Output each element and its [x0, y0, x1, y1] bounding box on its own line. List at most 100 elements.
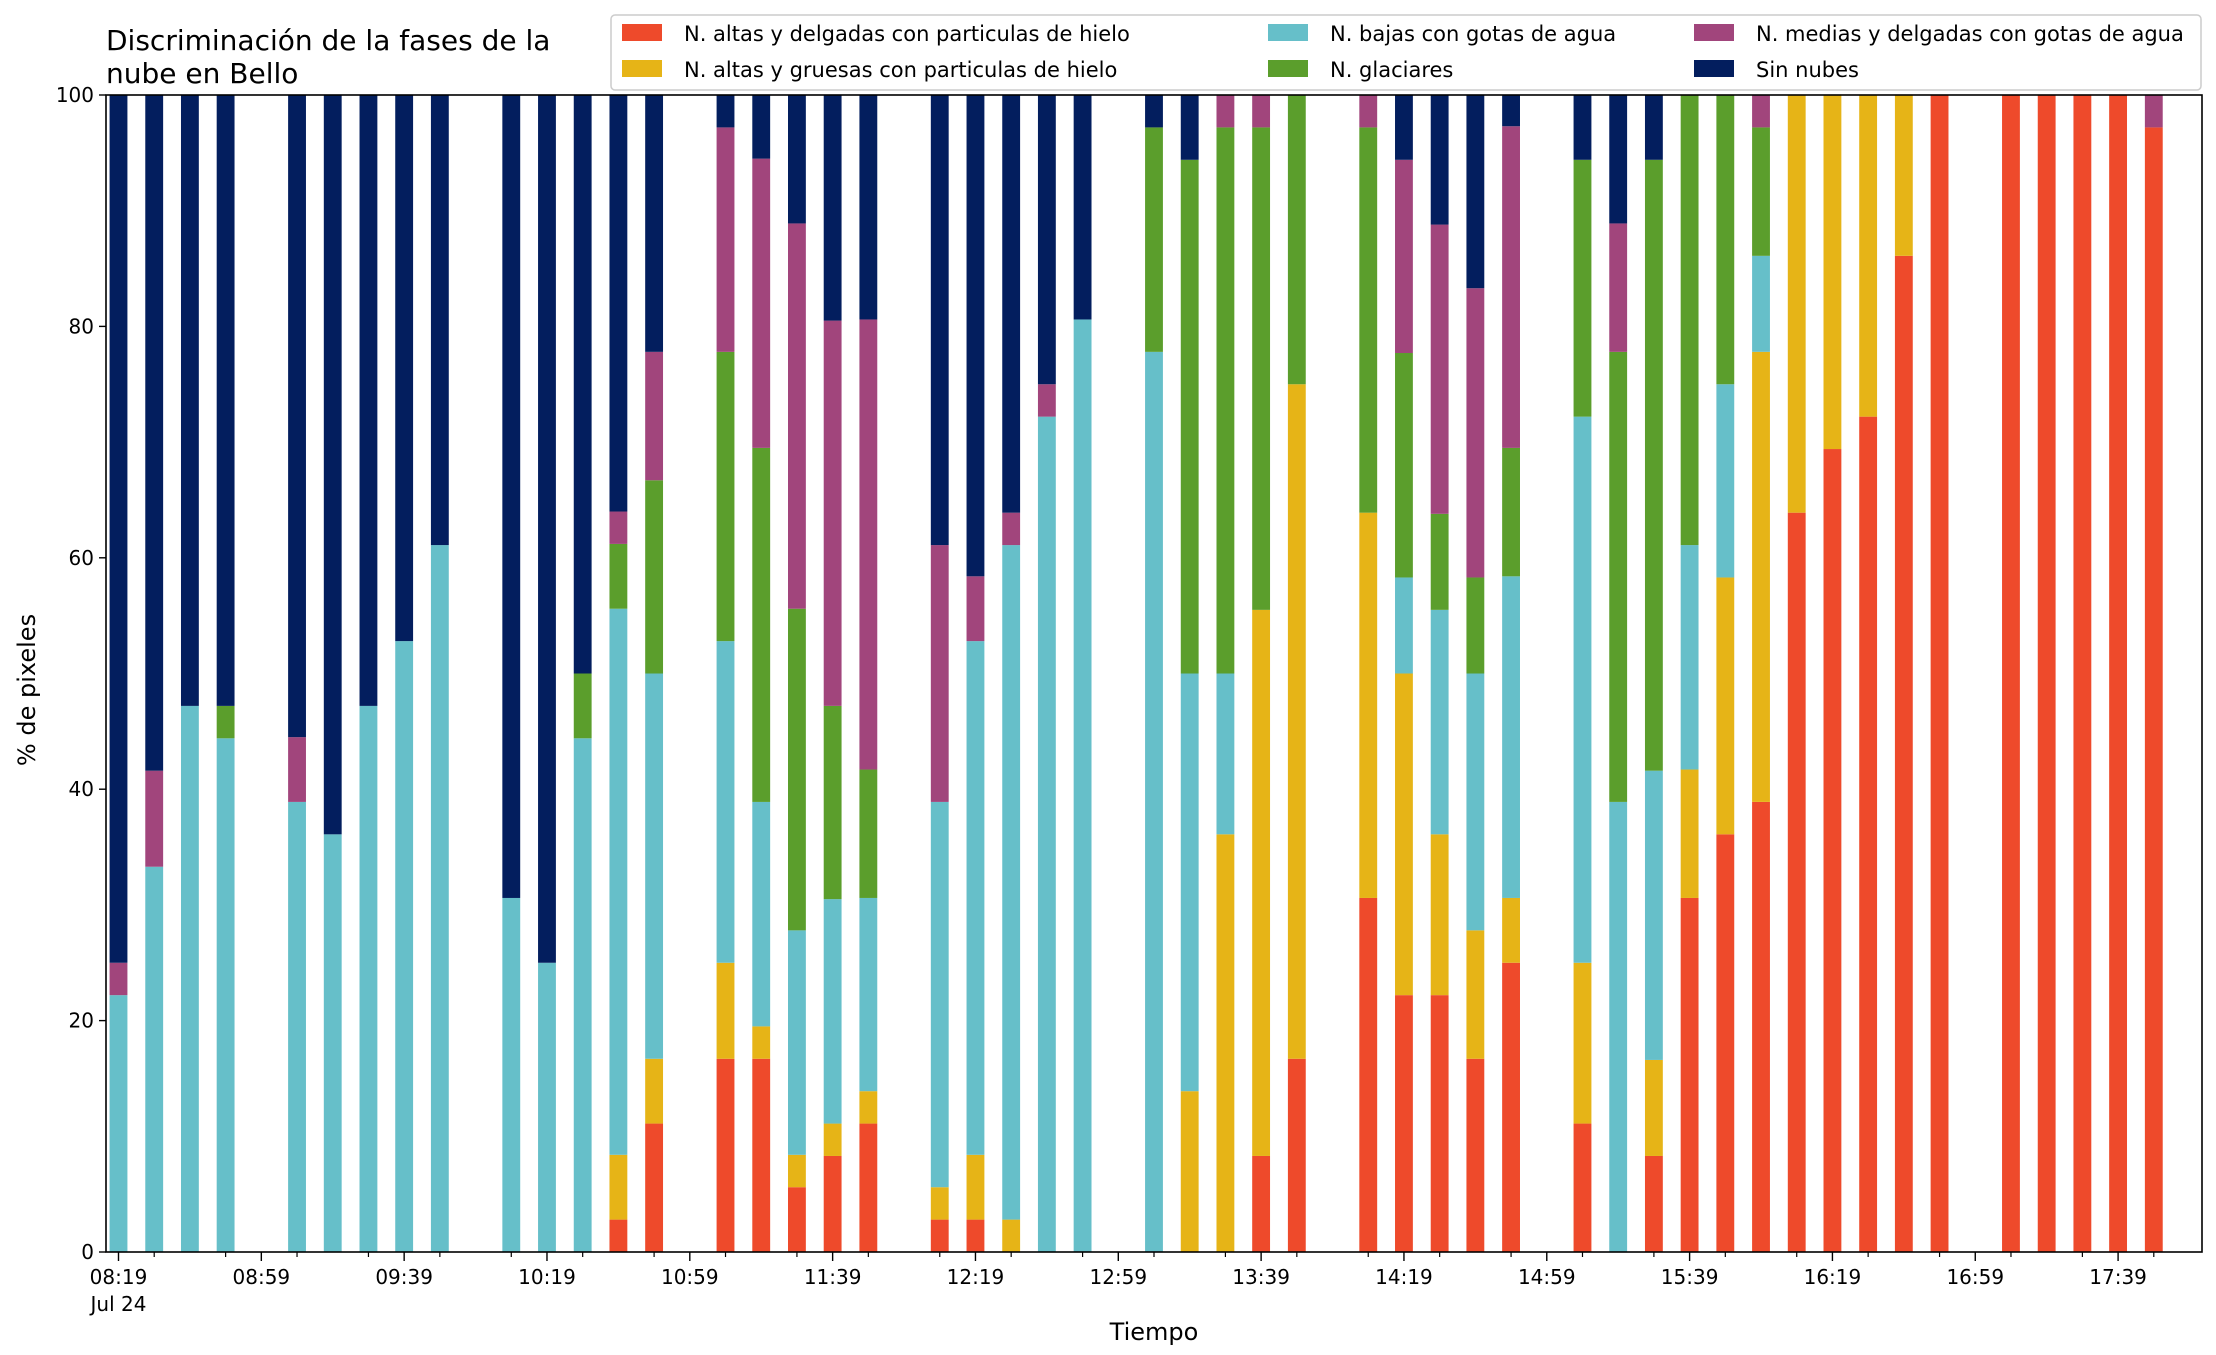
bar-segment-altas_delgadas	[1395, 995, 1413, 1252]
x-tick-label: 10:59	[661, 1265, 719, 1289]
legend-label-bajas: N. bajas con gotas de agua	[1330, 22, 1616, 46]
bar-segment-bajas	[1216, 673, 1235, 835]
bar-segment-altas_delgadas	[752, 1058, 771, 1252]
bar-segment-bajas	[1502, 576, 1520, 898]
chart-title-line2: nube en Bello	[106, 57, 298, 90]
bar-segment-glaciares	[859, 769, 878, 898]
bar-segment-glaciares	[1573, 159, 1592, 417]
bar-segment-altas_delgadas	[716, 1058, 735, 1252]
bar-segment-sin_nubes	[359, 95, 378, 706]
bar-segment-sin_nubes	[1430, 95, 1449, 225]
y-tick-label: 100	[56, 83, 94, 107]
y-tick-label: 60	[69, 546, 94, 570]
bar-segment-altas_gruesas	[1466, 930, 1485, 1059]
bar-segment-medias	[1359, 95, 1378, 128]
bar-segment-sin_nubes	[716, 95, 735, 128]
bar-segment-altas_delgadas	[1430, 995, 1449, 1252]
bar-segment-altas_delgadas	[2109, 95, 2128, 1252]
bar-segment-bajas	[1073, 319, 1092, 1253]
bar-segment-bajas	[966, 641, 985, 1155]
bar-segment-glaciares	[788, 608, 806, 931]
bar-segment-bajas	[930, 801, 949, 1188]
legend-swatch-sin_nubes	[1694, 60, 1734, 77]
x-tick-label: 10:19	[518, 1265, 576, 1289]
bar-segment-bajas	[823, 899, 842, 1124]
legend-label-glaciares: N. glaciares	[1330, 58, 1453, 82]
bar-segment-medias	[966, 576, 985, 642]
bar-segment-altas_gruesas	[609, 1154, 628, 1220]
x-tick-label: 12:59	[1089, 1265, 1147, 1289]
bar-segment-altas_gruesas	[1430, 834, 1449, 996]
bar-segment-sin_nubes	[538, 95, 556, 963]
bar-segment-glaciares	[1716, 95, 1735, 385]
x-tick-label: 13:39	[1232, 1265, 1290, 1289]
bar-segment-sin_nubes	[109, 95, 128, 963]
bar-segment-altas_delgadas	[1930, 95, 1949, 1252]
bar-segment-sin_nubes	[1180, 95, 1199, 160]
x-tick-label: 14:59	[1518, 1265, 1576, 1289]
y-axis-label: % de pixeles	[13, 614, 41, 766]
x-tick-label: 15:39	[1661, 1265, 1719, 1289]
bar-segment-sin_nubes	[1073, 95, 1092, 320]
bar-segment-sin_nubes	[323, 95, 342, 835]
bar-segment-medias	[2144, 95, 2163, 128]
y-tick-label: 20	[69, 1009, 94, 1033]
bar-segment-bajas	[1395, 577, 1413, 674]
bar-segment-medias	[752, 158, 771, 448]
bar-segment-medias	[109, 962, 128, 996]
legend-frame	[610, 14, 2202, 91]
legend-label-medias: N. medias y delgadas con gotas de agua	[1756, 22, 2184, 46]
bar-segment-altas_delgadas	[1573, 1123, 1592, 1252]
bar-segment-sin_nubes	[1002, 95, 1021, 513]
bar-segment-medias	[1252, 95, 1271, 128]
x-tick-label: 08:59	[233, 1265, 291, 1289]
bar-segment-altas_gruesas	[859, 1091, 878, 1124]
bar-segment-altas_gruesas	[716, 962, 735, 1059]
bar-segment-medias	[609, 511, 628, 544]
bar-segment-sin_nubes	[1145, 95, 1163, 128]
bar-segment-sin_nubes	[752, 95, 771, 159]
bar-segment-sin_nubes	[180, 95, 199, 706]
bar-segment-bajas	[359, 705, 378, 1252]
legend-swatch-bajas	[1268, 24, 1308, 41]
bar-segment-altas_delgadas	[1252, 1155, 1271, 1252]
x-tick-label: 12:19	[947, 1265, 1005, 1289]
bar-segment-altas_gruesas	[1716, 577, 1735, 835]
bar-segment-bajas	[288, 801, 306, 1252]
bar-segment-altas_gruesas	[1180, 1091, 1199, 1252]
bar-segment-glaciares	[716, 351, 735, 642]
bar-segment-bajas	[1680, 545, 1699, 770]
chart-title-line1: Discriminación de la fases de la	[106, 24, 550, 57]
bar-segment-altas_delgadas	[930, 1219, 949, 1252]
legend-label-altas_gruesas: N. altas y gruesas con particulas de hie…	[684, 58, 1117, 82]
bar-segment-glaciares	[752, 447, 771, 802]
bar-segment-altas_delgadas	[1752, 801, 1770, 1252]
y-tick-label: 0	[81, 1240, 94, 1264]
bar-segment-bajas	[716, 641, 735, 963]
x-date-label: Jul 24	[89, 1292, 147, 1316]
bar-segment-altas_gruesas	[1216, 834, 1235, 1252]
bar-segment-bajas	[1466, 673, 1485, 931]
bar-segment-altas_delgadas	[1644, 1155, 1663, 1252]
bar-segment-glaciares	[1145, 127, 1163, 352]
bar-segment-sin_nubes	[788, 95, 806, 224]
bar-segment-altas_delgadas	[1894, 255, 1913, 1252]
bar-segment-altas_delgadas	[645, 1123, 664, 1252]
bar-segment-glaciares	[1252, 127, 1271, 610]
bar-segment-sin_nubes	[609, 95, 628, 512]
bar-segment-altas_gruesas	[752, 1026, 771, 1059]
bar-segment-altas_delgadas	[609, 1219, 628, 1252]
bar-segment-bajas	[180, 705, 199, 1252]
x-tick-label: 08:19	[90, 1265, 148, 1289]
bar-segment-altas_delgadas	[1502, 962, 1520, 1252]
bar-segment-altas_gruesas	[1644, 1059, 1663, 1156]
bar-segment-altas_gruesas	[788, 1154, 806, 1188]
bar-segment-altas_gruesas	[966, 1154, 985, 1220]
x-tick-label: 11:39	[804, 1265, 862, 1289]
legend-label-sin_nubes: Sin nubes	[1756, 58, 1859, 82]
bar-segment-glaciares	[823, 705, 842, 900]
bar-segment-altas_delgadas	[1823, 449, 1842, 1252]
bar-segment-glaciares	[1609, 351, 1628, 802]
bar-segment-medias	[1466, 288, 1485, 578]
bar-segment-bajas	[859, 897, 878, 1092]
